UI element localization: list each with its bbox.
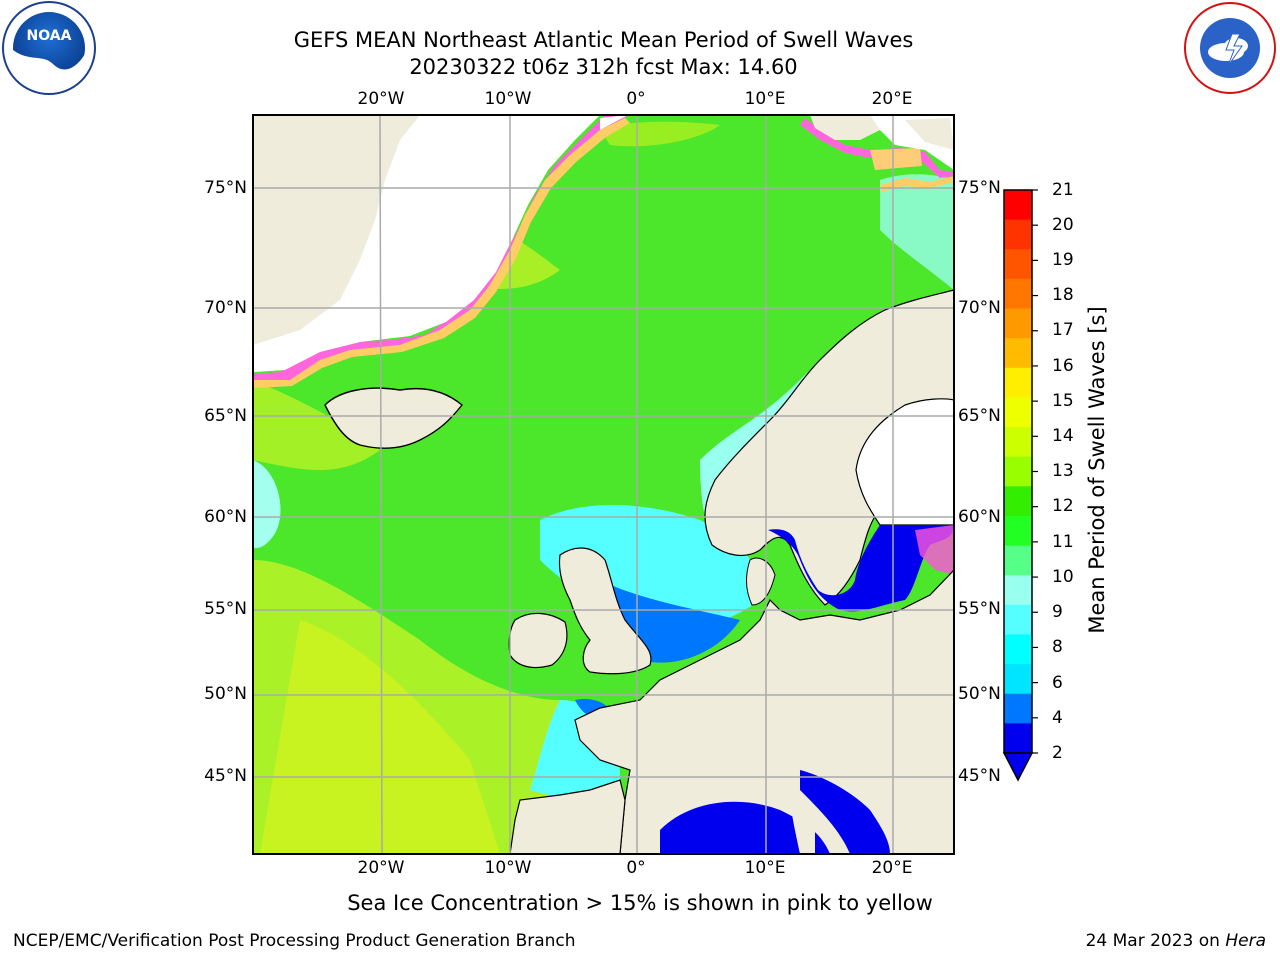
colorbar-segment <box>1004 723 1032 754</box>
date-line: 24 Mar 2023 on Hera <box>1086 931 1266 951</box>
colorbar-tick-label: 8 <box>1052 637 1063 657</box>
colorbar-segment <box>1004 575 1032 606</box>
lat-label-left: 65°N <box>204 406 247 426</box>
colorbar-tick-label: 6 <box>1052 673 1063 693</box>
colorbar-segment <box>1004 397 1032 428</box>
colorbar-segment <box>1004 278 1032 310</box>
colorbar-tick-label: 17 <box>1052 320 1074 340</box>
colorbar-extend-arrow <box>1002 752 1034 782</box>
colorbar-tick-label: 16 <box>1052 356 1074 376</box>
map-title: GEFS MEAN Northeast Atlantic Mean Period… <box>293 28 914 52</box>
colorbar-segment <box>1004 604 1032 635</box>
lon-label-top: 0° <box>626 89 646 109</box>
colorbar-tick-label: 14 <box>1052 426 1074 446</box>
colorbar-segment <box>1004 693 1032 724</box>
lon-label-bottom: 10°W <box>484 858 532 878</box>
colorbar-segment <box>1004 367 1032 398</box>
colorbar-segment <box>1004 486 1032 517</box>
colorbar-segment <box>1004 338 1032 369</box>
lat-label-left: 60°N <box>204 507 247 527</box>
colorbar-tick-label: 4 <box>1052 708 1063 728</box>
colorbar-segment <box>1004 249 1032 280</box>
colorbar-segment <box>1004 545 1032 576</box>
colorbar-tick-label: 12 <box>1052 496 1074 516</box>
lat-label-left: 75°N <box>204 178 247 198</box>
colorbar-tick-label: 9 <box>1052 602 1063 622</box>
lat-label-left: 45°N <box>204 766 247 786</box>
map-frame <box>252 114 955 855</box>
map-subtitle: 20230322 t06z 312h fcst Max: 14.60 <box>409 55 798 79</box>
colorbar <box>1002 189 1038 782</box>
colorbar-tick-label: 20 <box>1052 215 1074 235</box>
colorbar-title: Mean Period of Swell Waves [s] <box>1085 306 1109 634</box>
colorbar-segment <box>1004 515 1032 547</box>
lon-label-bottom: 20°E <box>871 858 913 878</box>
sea-ice-footnote: Sea Ice Concentration > 15% is shown in … <box>347 891 933 915</box>
lon-label-bottom: 10°E <box>744 858 786 878</box>
colorbar-segment <box>1004 427 1032 458</box>
lon-label-top: 20°W <box>357 89 405 109</box>
noaa-logo: NOAA <box>2 1 96 95</box>
date-text: 24 Mar 2023 on <box>1085 931 1226 951</box>
lat-label-left: 50°N <box>204 684 247 704</box>
colorbar-tick-label: 19 <box>1052 250 1074 270</box>
lon-label-top: 10°E <box>744 89 786 109</box>
lat-label-right: 65°N <box>958 406 1001 426</box>
lat-label-right: 45°N <box>958 766 1001 786</box>
lat-label-right: 60°N <box>958 507 1001 527</box>
lat-label-left: 55°N <box>204 599 247 619</box>
lon-label-top: 10°W <box>484 89 532 109</box>
colorbar-tick-label: 13 <box>1052 461 1074 481</box>
colorbar-tick-label: 15 <box>1052 391 1074 411</box>
host-name: Hera <box>1225 931 1266 951</box>
colorbar-segment <box>1004 634 1032 665</box>
colorbar-segment <box>1004 664 1032 695</box>
noaa-logo-text: NOAA <box>27 28 72 44</box>
lat-label-right: 50°N <box>958 684 1001 704</box>
lat-label-right: 55°N <box>958 599 1001 619</box>
lon-label-top: 20°E <box>871 89 913 109</box>
lat-label-right: 70°N <box>958 298 1001 318</box>
colorbar-tick-label: 11 <box>1052 532 1074 552</box>
lon-label-bottom: 0° <box>626 858 646 878</box>
colorbar-tick-label: 10 <box>1052 567 1074 587</box>
lon-label-bottom: 20°W <box>357 858 405 878</box>
colorbar-segment <box>1004 456 1032 487</box>
map-area <box>253 115 954 854</box>
credit-line: NCEP/EMC/Verification Post Processing Pr… <box>13 931 576 951</box>
colorbar-segment <box>1004 308 1032 339</box>
nws-logo <box>1184 2 1276 94</box>
lat-label-left: 70°N <box>204 298 247 318</box>
graticule <box>253 115 954 854</box>
colorbar-tick-label: 21 <box>1052 180 1074 200</box>
colorbar-segment <box>1004 190 1032 221</box>
colorbar-segment <box>1004 219 1032 250</box>
colorbar-tick-label: 18 <box>1052 285 1074 305</box>
colorbar-tick-label: 2 <box>1052 743 1063 763</box>
lat-label-right: 75°N <box>958 178 1001 198</box>
